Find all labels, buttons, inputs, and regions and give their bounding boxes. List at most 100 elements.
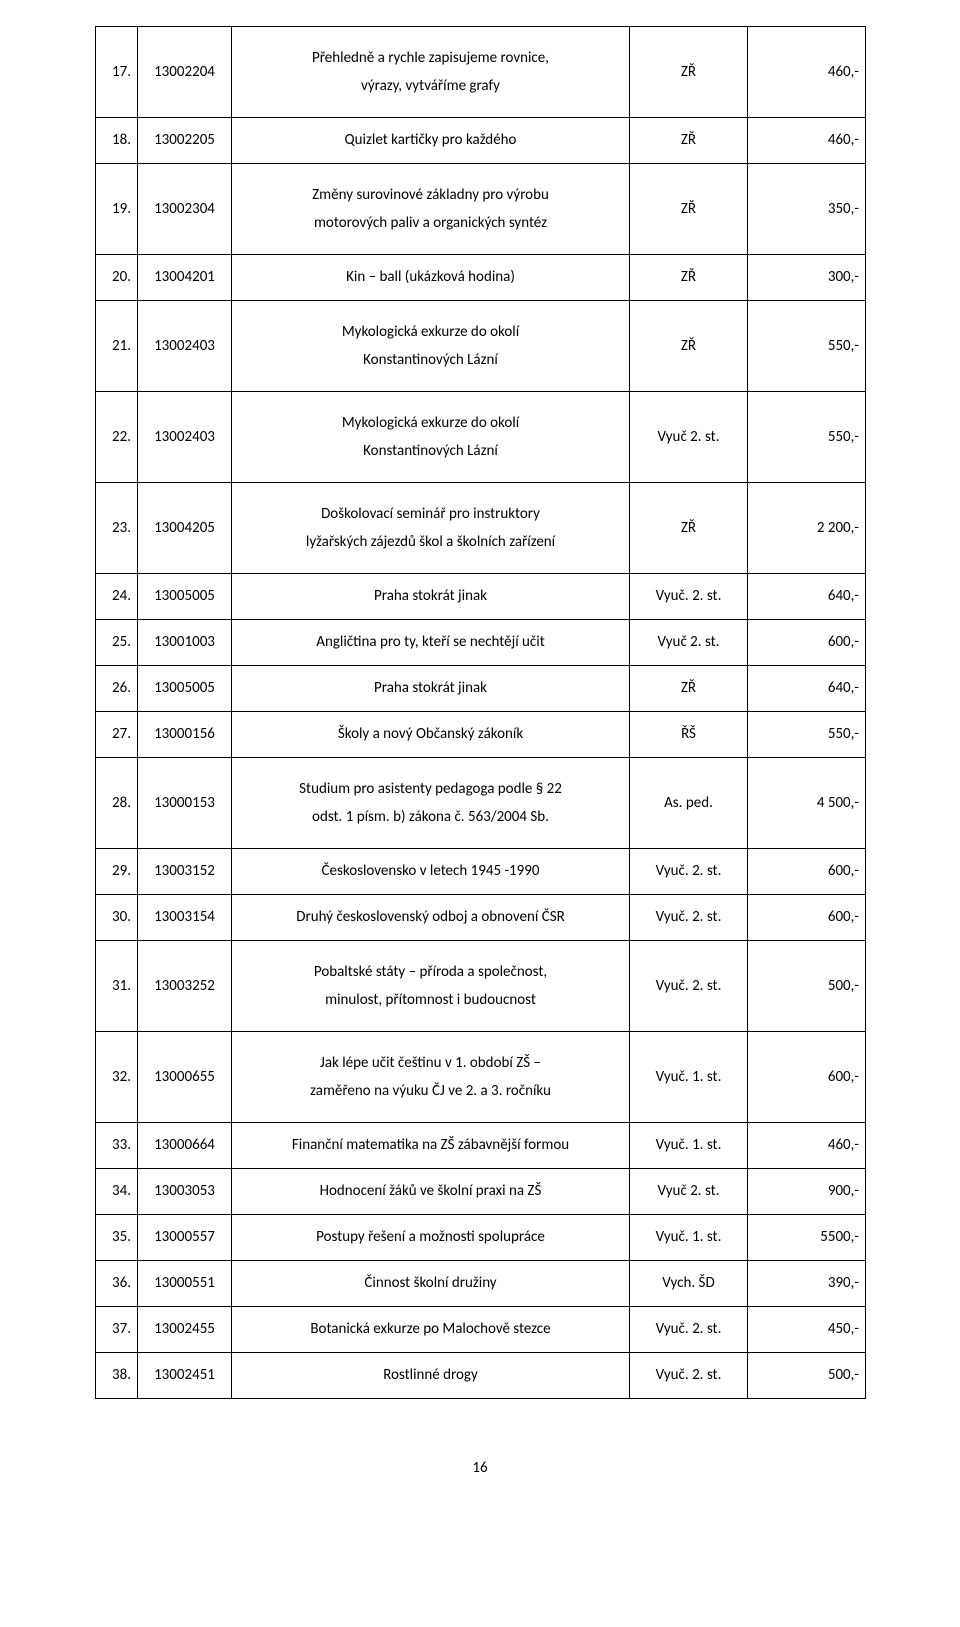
audience: Vyuč 2. st. — [630, 392, 748, 483]
table-row: 18.13002205Quizlet kartičky pro každéhoZ… — [96, 118, 866, 164]
description-line: Školy a nový Občanský zákoník — [238, 720, 623, 749]
row-number: 35. — [96, 1215, 138, 1261]
course-code: 13005005 — [138, 574, 232, 620]
price: 600,- — [748, 895, 866, 941]
row-number: 36. — [96, 1261, 138, 1307]
audience: Vyuč. 2. st. — [630, 1307, 748, 1353]
table-row: 32.13000655Jak lépe učit češtinu v 1. ob… — [96, 1032, 866, 1123]
course-code: 13000156 — [138, 712, 232, 758]
row-number: 33. — [96, 1123, 138, 1169]
audience: ZŘ — [630, 301, 748, 392]
description-line: Konstantinových Lázní — [238, 437, 623, 466]
course-code: 13002451 — [138, 1353, 232, 1399]
row-number: 22. — [96, 392, 138, 483]
table-row: 30.13003154Druhý československý odboj a … — [96, 895, 866, 941]
price: 2 200,- — [748, 483, 866, 574]
description-line: odst. 1 písm. b) zákona č. 563/2004 Sb. — [238, 803, 623, 832]
course-description: Činnost školní družiny — [232, 1261, 630, 1307]
price: 640,- — [748, 574, 866, 620]
audience: Vyuč. 2. st. — [630, 941, 748, 1032]
course-description: Praha stokrát jinak — [232, 574, 630, 620]
course-description: Změny surovinové základny pro výrobumoto… — [232, 164, 630, 255]
row-number: 31. — [96, 941, 138, 1032]
row-number: 30. — [96, 895, 138, 941]
description-line: Praha stokrát jinak — [238, 582, 623, 611]
description-line: Jak lépe učit češtinu v 1. období ZŠ – — [238, 1049, 623, 1078]
course-code: 13000153 — [138, 758, 232, 849]
row-number: 38. — [96, 1353, 138, 1399]
table-row: 34.13003053Hodnocení žáků ve školní prax… — [96, 1169, 866, 1215]
course-code: 13002455 — [138, 1307, 232, 1353]
course-description: Školy a nový Občanský zákoník — [232, 712, 630, 758]
audience: ŘŠ — [630, 712, 748, 758]
course-code: 13002403 — [138, 301, 232, 392]
course-code: 13004205 — [138, 483, 232, 574]
table-row: 24.13005005Praha stokrát jinakVyuč. 2. s… — [96, 574, 866, 620]
course-table: 17.13002204Přehledně a rychle zapisujeme… — [95, 26, 866, 1399]
price: 4 500,- — [748, 758, 866, 849]
row-number: 34. — [96, 1169, 138, 1215]
table-row: 25.13001003Angličtina pro ty, kteří se n… — [96, 620, 866, 666]
description-line: Rostlinné drogy — [238, 1361, 623, 1390]
price: 550,- — [748, 392, 866, 483]
table-row: 20.13004201Kin – ball (ukázková hodina)Z… — [96, 255, 866, 301]
description-line: Pobaltské státy – příroda a společnost, — [238, 958, 623, 987]
audience: Vyuč. 1. st. — [630, 1215, 748, 1261]
audience: ZŘ — [630, 483, 748, 574]
course-description: Quizlet kartičky pro každého — [232, 118, 630, 164]
table-row: 22.13002403Mykologická exkurze do okolíK… — [96, 392, 866, 483]
course-description: Angličtina pro ty, kteří se nechtějí uči… — [232, 620, 630, 666]
audience: ZŘ — [630, 118, 748, 164]
description-line: Praha stokrát jinak — [238, 674, 623, 703]
course-code: 13000655 — [138, 1032, 232, 1123]
audience: As. ped. — [630, 758, 748, 849]
page-container: 17.13002204Přehledně a rychle zapisujeme… — [0, 0, 960, 1517]
price: 600,- — [748, 620, 866, 666]
table-row: 29.13003152Československo v letech 1945 … — [96, 849, 866, 895]
table-row: 19.13002304Změny surovinové základny pro… — [96, 164, 866, 255]
table-row: 37.13002455Botanická exkurze po Malochov… — [96, 1307, 866, 1353]
description-line: Mykologická exkurze do okolí — [238, 409, 623, 438]
course-description: Československo v letech 1945 -1990 — [232, 849, 630, 895]
course-code: 13002304 — [138, 164, 232, 255]
description-line: Finanční matematika na ZŠ zábavnější for… — [238, 1131, 623, 1160]
description-line: zaměřeno na výuku ČJ ve 2. a 3. ročníku — [238, 1077, 623, 1106]
row-number: 20. — [96, 255, 138, 301]
course-code: 13003053 — [138, 1169, 232, 1215]
description-line: Druhý československý odboj a obnovení ČS… — [238, 903, 623, 932]
description-line: Kin – ball (ukázková hodina) — [238, 263, 623, 292]
audience: Vyuč. 2. st. — [630, 895, 748, 941]
table-row: 35.13000557Postupy řešení a možnosti spo… — [96, 1215, 866, 1261]
row-number: 28. — [96, 758, 138, 849]
audience: Vyuč. 1. st. — [630, 1032, 748, 1123]
row-number: 27. — [96, 712, 138, 758]
audience: ZŘ — [630, 666, 748, 712]
course-code: 13001003 — [138, 620, 232, 666]
audience: Vyuč. 2. st. — [630, 849, 748, 895]
course-description: Botanická exkurze po Malochově stezce — [232, 1307, 630, 1353]
page-number: 16 — [95, 1459, 865, 1477]
description-line: Konstantinových Lázní — [238, 346, 623, 375]
description-line: Přehledně a rychle zapisujeme rovnice, — [238, 44, 623, 73]
description-line: Angličtina pro ty, kteří se nechtějí uči… — [238, 628, 623, 657]
price: 460,- — [748, 27, 866, 118]
course-description: Doškolovací seminář pro instruktorylyžař… — [232, 483, 630, 574]
course-code: 13002403 — [138, 392, 232, 483]
price: 350,- — [748, 164, 866, 255]
row-number: 32. — [96, 1032, 138, 1123]
row-number: 19. — [96, 164, 138, 255]
course-description: Mykologická exkurze do okolíKonstantinov… — [232, 392, 630, 483]
table-row: 23.13004205Doškolovací seminář pro instr… — [96, 483, 866, 574]
course-code: 13003154 — [138, 895, 232, 941]
description-line: Hodnocení žáků ve školní praxi na ZŠ — [238, 1177, 623, 1206]
description-line: motorových paliv a organických syntéz — [238, 209, 623, 238]
audience: Vyuč. 2. st. — [630, 574, 748, 620]
description-line: Změny surovinové základny pro výrobu — [238, 181, 623, 210]
course-description: Finanční matematika na ZŠ zábavnější for… — [232, 1123, 630, 1169]
table-row: 21.13002403Mykologická exkurze do okolíK… — [96, 301, 866, 392]
row-number: 25. — [96, 620, 138, 666]
price: 550,- — [748, 301, 866, 392]
table-row: 28.13000153Studium pro asistenty pedagog… — [96, 758, 866, 849]
description-line: lyžařských zájezdů škol a školních zaříz… — [238, 528, 623, 557]
course-code: 13000551 — [138, 1261, 232, 1307]
